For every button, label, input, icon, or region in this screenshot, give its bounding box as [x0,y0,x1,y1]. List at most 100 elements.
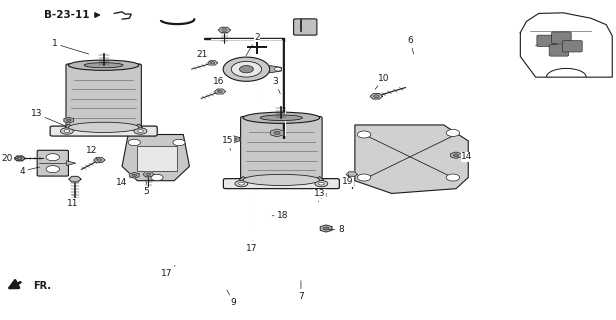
Text: 16: 16 [213,77,224,92]
Text: FR.: FR. [33,281,51,291]
Text: 17: 17 [246,241,257,253]
Ellipse shape [235,180,248,187]
Text: 9: 9 [227,290,237,307]
Polygon shape [370,93,383,99]
Ellipse shape [318,182,324,185]
Polygon shape [320,225,332,232]
Ellipse shape [243,174,320,186]
Ellipse shape [137,130,144,132]
Text: 19: 19 [342,174,354,186]
Text: 6: 6 [407,36,413,54]
FancyBboxPatch shape [549,45,569,56]
Circle shape [151,174,163,181]
FancyBboxPatch shape [294,19,317,35]
Circle shape [357,131,371,138]
Polygon shape [14,156,25,161]
Ellipse shape [68,60,139,70]
Text: 17: 17 [161,265,175,278]
Polygon shape [355,125,468,194]
Polygon shape [67,161,76,165]
Circle shape [232,138,237,140]
Circle shape [319,194,323,196]
Text: 18: 18 [272,211,289,220]
Text: 12: 12 [86,146,97,160]
FancyBboxPatch shape [66,64,141,129]
Polygon shape [133,124,142,131]
Polygon shape [143,172,154,177]
Circle shape [128,139,140,146]
Polygon shape [129,172,139,178]
Circle shape [323,227,329,230]
Polygon shape [208,60,217,65]
Ellipse shape [68,122,139,132]
Text: 20: 20 [2,154,17,163]
Ellipse shape [134,128,147,134]
Circle shape [17,157,22,160]
FancyBboxPatch shape [241,116,322,181]
Polygon shape [229,136,240,142]
Polygon shape [137,146,177,171]
Ellipse shape [261,115,302,121]
Circle shape [97,159,102,161]
Circle shape [211,62,215,64]
Polygon shape [218,27,230,33]
Ellipse shape [315,180,328,187]
Polygon shape [270,66,282,73]
Circle shape [373,95,379,98]
Ellipse shape [60,128,73,134]
Text: 13: 13 [314,189,326,202]
Ellipse shape [64,130,70,132]
Circle shape [146,173,151,176]
FancyBboxPatch shape [537,35,556,47]
Circle shape [453,154,458,156]
Polygon shape [314,177,323,183]
Circle shape [46,154,60,161]
Text: 8: 8 [329,225,344,234]
Ellipse shape [84,63,123,68]
Text: 4: 4 [19,167,39,176]
Text: B-23-11: B-23-11 [44,10,90,20]
Text: 7: 7 [298,281,304,301]
Polygon shape [65,124,75,131]
FancyBboxPatch shape [551,32,571,44]
FancyBboxPatch shape [224,179,339,189]
Text: 3: 3 [272,77,280,94]
Text: 5: 5 [144,182,150,196]
Circle shape [274,68,282,71]
FancyBboxPatch shape [562,41,582,52]
Circle shape [217,90,222,93]
Polygon shape [94,157,105,163]
Polygon shape [239,177,249,183]
Circle shape [223,57,270,81]
Circle shape [240,66,253,73]
Polygon shape [451,152,461,158]
Polygon shape [15,156,25,161]
Text: 13: 13 [31,109,64,125]
Circle shape [231,61,262,77]
Polygon shape [122,134,190,181]
FancyBboxPatch shape [50,126,157,136]
Circle shape [446,129,460,136]
Circle shape [67,119,71,121]
Circle shape [446,174,460,181]
Text: 2: 2 [246,33,260,56]
FancyBboxPatch shape [37,150,68,176]
Circle shape [17,157,22,160]
Polygon shape [270,129,283,137]
Polygon shape [69,176,81,182]
Polygon shape [317,192,326,198]
Circle shape [46,166,60,173]
Circle shape [132,174,137,177]
Text: 10: 10 [375,74,389,89]
Circle shape [173,139,185,146]
Circle shape [222,28,227,31]
Text: 1: 1 [52,39,89,54]
Text: 15: 15 [222,136,234,150]
Text: 11: 11 [67,195,79,207]
Text: 21: 21 [196,50,211,63]
Ellipse shape [238,182,245,185]
Circle shape [357,174,371,181]
Text: 14: 14 [458,152,472,161]
Text: 14: 14 [116,178,131,188]
Circle shape [274,131,280,134]
